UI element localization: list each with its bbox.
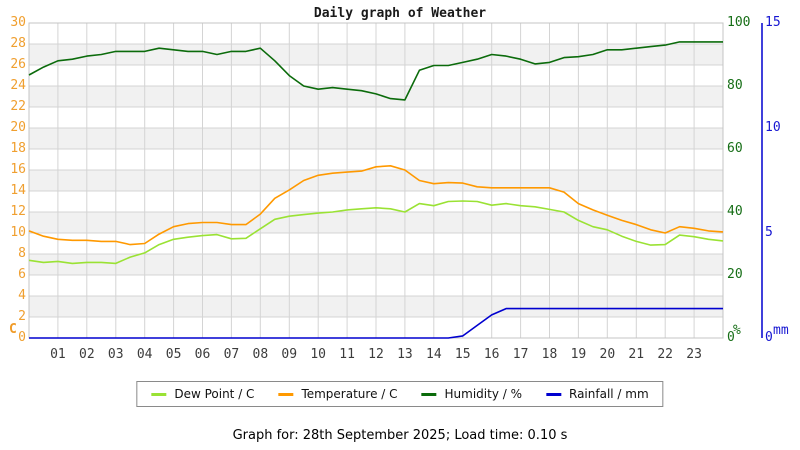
graph-caption: Graph for: 28th September 2025; Load tim…: [232, 428, 568, 443]
time-axis-tick-label: 02: [79, 347, 95, 362]
time-axis-tick-label: 11: [339, 347, 355, 362]
legend-item-temperature: Temperature / C: [278, 387, 398, 401]
time-axis-tick-label: 23: [686, 347, 702, 362]
time-axis-tick-label: 17: [512, 347, 529, 362]
legend-item-dew-point: Dew Point / C: [151, 387, 254, 401]
time-axis-tick-label: 19: [570, 347, 587, 362]
legend-label: Humidity / %: [444, 387, 522, 401]
legend-label: Dew Point / C: [174, 387, 255, 401]
temp-axis-tick-label: 6: [18, 267, 26, 282]
temperature-swatch-icon: [278, 392, 294, 396]
temp-axis-tick-label: 12: [10, 204, 26, 219]
time-axis-tick-label: 12: [368, 347, 384, 362]
temp-axis-tick-label: 4: [18, 288, 26, 303]
humidity-axis-tick-label: 20: [727, 267, 743, 282]
rain-axis-unit-label: mm: [773, 323, 789, 338]
chart-title: Daily graph of Weather: [313, 6, 487, 21]
time-axis-tick-label: 14: [426, 347, 442, 362]
time-axis-tick-label: 22: [657, 347, 673, 362]
temp-axis-tick-label: 24: [10, 78, 26, 93]
legend-label: Rainfall / mm: [569, 387, 649, 401]
time-axis-tick-label: 09: [281, 347, 298, 362]
time-axis-tick-label: 07: [223, 347, 240, 362]
temp-axis-tick-label: 8: [18, 246, 26, 261]
rain-axis-tick-label: 5: [765, 225, 773, 240]
temp-axis-unit-label: C: [9, 322, 17, 337]
time-axis-tick-label: 05: [165, 347, 182, 362]
time-axis-tick-label: 04: [136, 347, 153, 362]
humidity-axis-tick-label: 100: [727, 15, 751, 30]
temp-axis-tick-label: 2: [18, 309, 26, 324]
temp-axis-tick-label: 30: [10, 15, 26, 30]
rainfall-swatch-icon: [546, 392, 561, 396]
time-axis-tick-label: 18: [541, 347, 558, 362]
rain-axis-tick-label: 10: [765, 120, 781, 135]
legend-item-humidity: Humidity / %: [421, 387, 522, 401]
rain-axis-tick-label: 0: [765, 330, 773, 345]
time-axis-tick-label: 13: [397, 347, 413, 362]
time-axis-tick-label: 15: [454, 347, 471, 362]
time-axis-tick-label: 20: [599, 347, 616, 362]
dew-point-swatch-icon: [151, 392, 167, 396]
humidity-axis-tick-label: 40: [727, 204, 743, 219]
time-axis-tick-label: 03: [107, 347, 124, 362]
time-axis-tick-label: 08: [252, 347, 269, 362]
temp-axis-tick-label: 22: [10, 99, 26, 114]
time-axis-tick-label: 21: [628, 347, 645, 362]
humidity-swatch-icon: [421, 392, 437, 396]
humidity-axis-unit-label: %: [733, 323, 741, 338]
temp-axis-tick-label: 14: [10, 183, 26, 198]
temp-axis-tick-label: 0: [18, 330, 26, 345]
humidity-axis-tick-label: 0: [727, 330, 735, 345]
legend: Dew Point / C Temperature / C Humidity /…: [136, 381, 664, 407]
temp-axis-tick-label: 28: [10, 36, 26, 51]
legend-item-rainfall: Rainfall / mm: [546, 387, 649, 401]
humidity-axis-tick-label: 80: [727, 78, 743, 93]
temp-axis-tick-label: 10: [10, 225, 26, 240]
time-axis-tick-label: 16: [483, 347, 500, 362]
temp-axis-tick-label: 18: [10, 141, 26, 156]
temp-axis-tick-label: 16: [10, 162, 26, 177]
time-axis-tick-label: 06: [194, 347, 211, 362]
time-axis-tick-label: 01: [50, 347, 66, 362]
temp-axis-tick-label: 26: [10, 57, 26, 72]
rain-axis-tick-label: 15: [765, 15, 781, 30]
humidity-axis-tick-label: 60: [727, 141, 743, 156]
temp-axis-tick-label: 20: [10, 120, 26, 135]
time-axis-tick-label: 10: [310, 347, 326, 362]
legend-label: Temperature / C: [301, 387, 398, 401]
